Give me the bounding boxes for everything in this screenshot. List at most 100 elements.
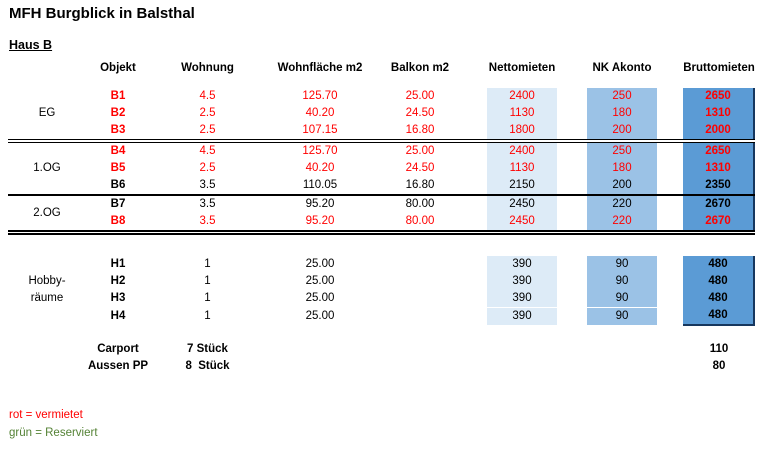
floor-label-hobby: Hobby-räume bbox=[28, 275, 66, 304]
netto-cell: 2450 bbox=[487, 213, 557, 230]
nk-cell: 180 bbox=[587, 160, 657, 177]
table-row-carport: Carport 7 Stück 110 bbox=[8, 341, 755, 358]
table-row-b2: B2 2.5 40.20 24.50 1130 180 1310 bbox=[8, 105, 755, 122]
balkon-cell: 24.50 bbox=[405, 107, 435, 119]
netto-cell: 390 bbox=[487, 308, 557, 325]
page-title: MFH Burgblick in Balsthal bbox=[9, 5, 195, 22]
wohnflaeche-cell: 25.00 bbox=[305, 310, 335, 322]
header-nk-akonto: NK Akonto bbox=[592, 62, 652, 74]
legend-vermietet: rot = vermietet bbox=[9, 409, 83, 421]
floor-label-2og: 2.OG bbox=[33, 206, 61, 219]
objekt-cell: B3 bbox=[110, 124, 126, 136]
brutto-cell: 480 bbox=[683, 256, 755, 273]
netto-cell: 1130 bbox=[487, 105, 557, 122]
brutto-cell: 480 bbox=[683, 307, 755, 326]
table-row-h3: H3 1 25.00 390 90 480 bbox=[8, 290, 755, 307]
brutto-cell: 2350 bbox=[683, 177, 755, 194]
nk-cell: 90 bbox=[587, 256, 657, 273]
netto-cell: 2400 bbox=[487, 88, 557, 105]
wohnflaeche-cell: 25.00 bbox=[305, 258, 335, 270]
nk-cell: 250 bbox=[587, 143, 657, 160]
table-row-b5: B5 2.5 40.20 24.50 1130 180 1310 bbox=[8, 160, 755, 177]
parking-count: 7 Stück bbox=[187, 343, 228, 355]
legend-reserviert: grün = Reserviert bbox=[9, 427, 98, 439]
parking-label: Carport bbox=[97, 343, 139, 355]
wohnflaeche-cell: 95.20 bbox=[305, 215, 335, 227]
parking-brutto: 80 bbox=[712, 360, 726, 372]
netto-cell: 1130 bbox=[487, 160, 557, 177]
wohnung-cell: 1 bbox=[204, 310, 211, 322]
wohnflaeche-cell: 110.05 bbox=[302, 179, 338, 191]
balkon-cell: 25.00 bbox=[405, 90, 435, 102]
brutto-cell: 1310 bbox=[683, 160, 755, 177]
balkon-cell: 16.80 bbox=[405, 179, 435, 191]
brutto-cell: 2670 bbox=[683, 196, 755, 213]
parking-label: Aussen PP bbox=[87, 360, 149, 372]
netto-cell: 2400 bbox=[487, 143, 557, 160]
wohnung-cell: 4.5 bbox=[199, 145, 216, 157]
brutto-cell: 480 bbox=[683, 290, 755, 307]
wohnflaeche-cell: 125.70 bbox=[302, 145, 338, 157]
nk-cell: 200 bbox=[587, 177, 657, 194]
wohnflaeche-cell: 40.20 bbox=[305, 107, 335, 119]
floor-label-1og: 1.OG bbox=[33, 162, 61, 174]
table-row-b3: B3 2.5 107.15 16.80 1800 200 2000 bbox=[8, 122, 755, 139]
netto-cell: 390 bbox=[487, 256, 557, 273]
balkon-cell: 25.00 bbox=[405, 145, 435, 157]
section-eg: EG B1 4.5 125.70 25.00 2400 250 2650 B2 … bbox=[8, 88, 755, 139]
wohnung-cell: 1 bbox=[204, 275, 211, 287]
wohnflaeche-cell: 125.70 bbox=[302, 90, 338, 102]
objekt-cell: H3 bbox=[110, 292, 126, 304]
objekt-cell: B1 bbox=[110, 90, 126, 102]
section-parking: Carport 7 Stück 110 Aussen PP 8 Stück bbox=[8, 341, 755, 375]
balkon-cell: 80.00 bbox=[405, 198, 435, 210]
objekt-cell: B2 bbox=[110, 107, 126, 119]
wohnflaeche-cell: 25.00 bbox=[305, 275, 335, 287]
objekt-cell: B7 bbox=[110, 198, 126, 210]
brutto-cell: 480 bbox=[683, 273, 755, 290]
table-row-h1: H1 1 25.00 390 90 480 bbox=[8, 256, 755, 273]
table-row-b6: B6 3.5 110.05 16.80 2150 200 2350 bbox=[8, 177, 755, 194]
color-legend: rot = vermietet grün = Reserviert bbox=[9, 406, 98, 442]
objekt-cell: H1 bbox=[110, 258, 126, 270]
netto-cell: 2150 bbox=[487, 177, 557, 194]
nk-cell: 200 bbox=[587, 122, 657, 139]
wohnflaeche-cell: 107.15 bbox=[302, 124, 338, 136]
header-wohnung: Wohnung bbox=[181, 62, 234, 74]
floor-label-eg: EG bbox=[38, 107, 56, 119]
section-1og: 1.OG B4 4.5 125.70 25.00 2400 250 2650 B… bbox=[8, 139, 755, 194]
nk-cell: 90 bbox=[587, 308, 657, 325]
objekt-cell: B6 bbox=[110, 179, 126, 191]
netto-cell: 1800 bbox=[487, 122, 557, 139]
table-row-aussen-pp: Aussen PP 8 Stück 80 bbox=[8, 358, 755, 375]
brutto-cell: 1310 bbox=[683, 105, 755, 122]
section-hobby: Hobby-räume H1 1 25.00 390 90 480 H2 1 2… bbox=[8, 256, 755, 326]
parking-brutto: 110 bbox=[709, 343, 729, 355]
brutto-cell: 2650 bbox=[683, 143, 755, 160]
wohnung-cell: 1 bbox=[204, 292, 211, 304]
header-bruttomieten: Bruttomieten bbox=[683, 62, 755, 74]
wohnung-cell: 3.5 bbox=[199, 179, 216, 191]
nk-cell: 180 bbox=[587, 105, 657, 122]
parking-count: 8 Stück bbox=[185, 360, 230, 372]
brutto-cell: 2670 bbox=[683, 213, 755, 230]
header-objekt: Objekt bbox=[100, 62, 136, 74]
objekt-cell: B4 bbox=[110, 145, 126, 157]
nk-cell: 90 bbox=[587, 290, 657, 307]
wohnflaeche-cell: 25.00 bbox=[305, 292, 335, 304]
brutto-cell: 2650 bbox=[683, 88, 755, 105]
rent-table: Objekt Wohnung Wohnfläche m2 Balkon m2 N… bbox=[8, 60, 755, 375]
netto-cell: 390 bbox=[487, 273, 557, 290]
nk-cell: 220 bbox=[587, 196, 657, 213]
wohnung-cell: 2.5 bbox=[199, 107, 216, 119]
table-row-b1: B1 4.5 125.70 25.00 2400 250 2650 bbox=[8, 88, 755, 105]
balkon-cell: 80.00 bbox=[405, 215, 435, 227]
netto-cell: 390 bbox=[487, 290, 557, 307]
wohnung-cell: 3.5 bbox=[199, 198, 216, 210]
house-subtitle: Haus B bbox=[9, 38, 53, 52]
balkon-cell: 16.80 bbox=[405, 124, 435, 136]
table-row-b8: B8 3.5 95.20 80.00 2450 220 2670 bbox=[8, 213, 755, 230]
wohnflaeche-cell: 95.20 bbox=[305, 198, 335, 210]
header-wohnflaeche: Wohnfläche m2 bbox=[277, 62, 363, 74]
